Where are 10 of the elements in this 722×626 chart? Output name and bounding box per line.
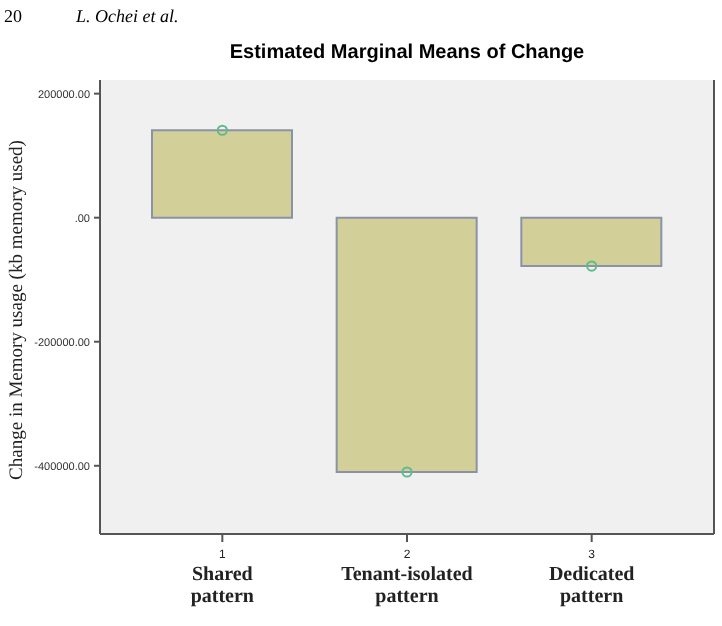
text: 20: [4, 6, 22, 26]
y-axis-title: Change in Memory usage (kb memory used): [8, 140, 28, 480]
point: [401, 466, 413, 478]
x-tick-label: 2 Tenant-isolated pattern: [341, 548, 474, 608]
chart-title: Estimated Marginal Means of Change: [227, 42, 587, 64]
x-tick-label: 3 Dedicated pattern: [548, 548, 636, 608]
x-tick-label: 1 Shared pattern: [190, 548, 255, 608]
point: [586, 260, 598, 272]
point: [216, 124, 228, 136]
text: L. Ochei et al.: [76, 6, 179, 26]
